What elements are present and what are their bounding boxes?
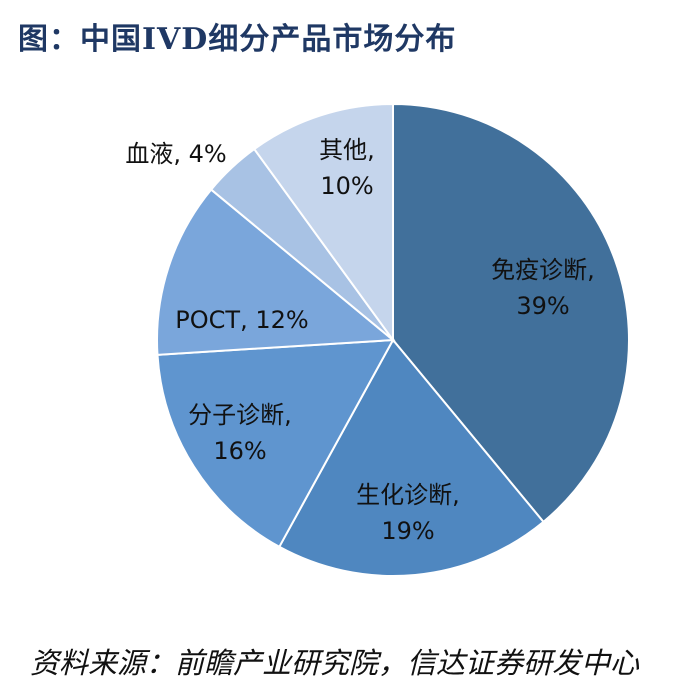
source-note: 资料来源：前瞻产业研究院，信达证券研发中心	[30, 646, 640, 680]
slice-label-3: 分子诊断, 16%	[188, 401, 292, 465]
pie-chart: 免疫诊断, 39% 生化诊断, 19% 分子诊断, 16% POCT, 12% 血液, 4% 其…	[125, 102, 630, 577]
slice-label-1: 免疫诊断, 39%	[491, 256, 595, 320]
pie-slice-3	[156, 338, 395, 549]
pie-slice-6	[252, 102, 394, 344]
slice-label-2: 生化诊断, 19%	[356, 481, 460, 545]
slice-label-6: 其他, 10%	[319, 136, 375, 200]
chart-title: 图：中国IVD细分产品市场分布	[18, 22, 457, 57]
pie-slice-2	[277, 338, 545, 577]
slice-label-5: 血液, 4%	[125, 140, 226, 168]
slice-label-4: POCT, 12%	[175, 306, 308, 334]
pie-slice-4	[156, 188, 396, 356]
pie-slice-1	[392, 102, 630, 524]
